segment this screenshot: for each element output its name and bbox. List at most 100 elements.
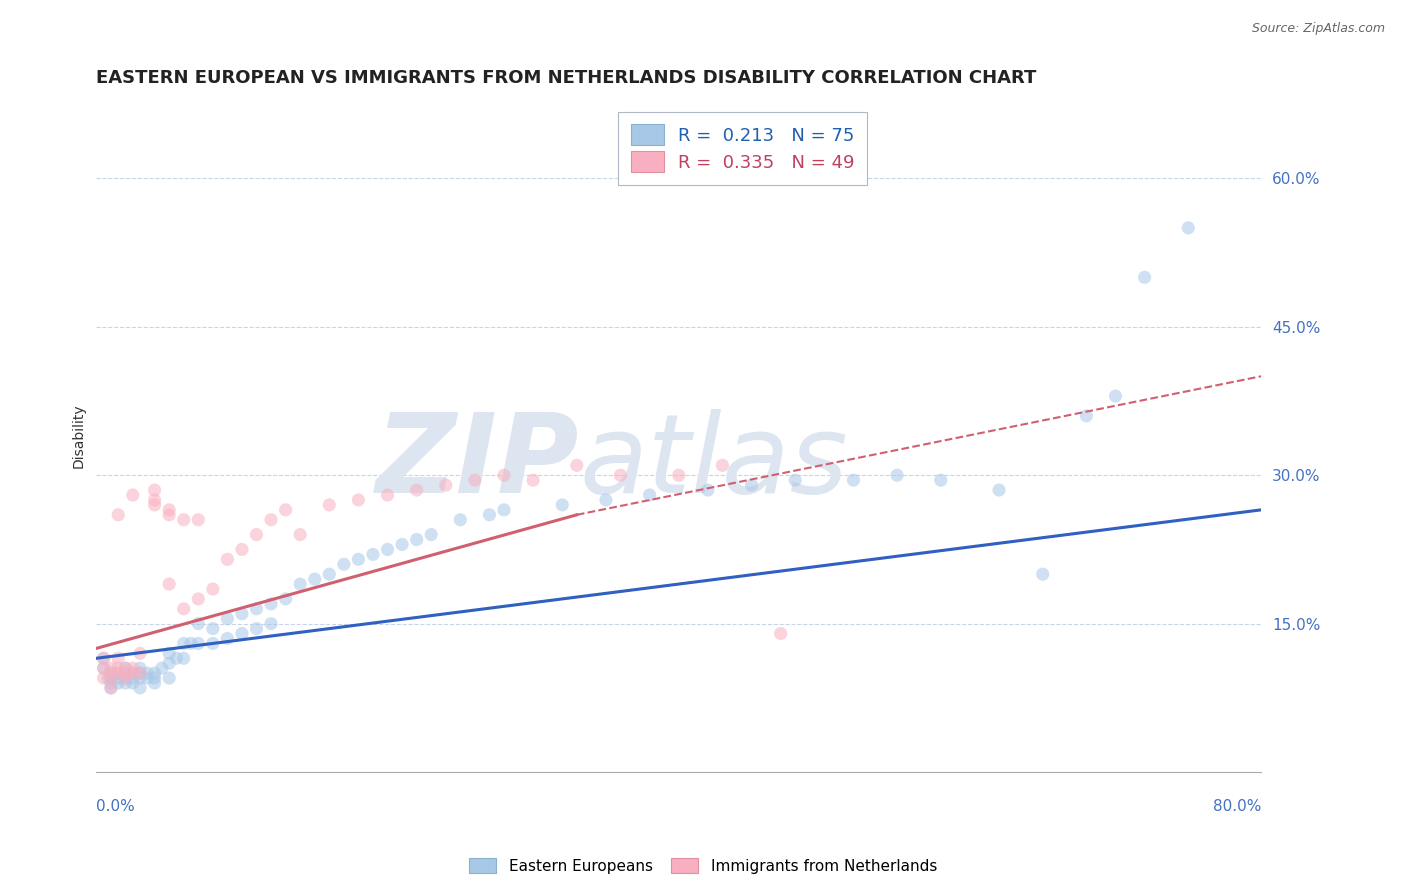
- Point: [609, 468, 631, 483]
- Point: [107, 508, 129, 522]
- Point: [129, 666, 152, 681]
- Point: [100, 676, 122, 690]
- Point: [93, 661, 115, 675]
- Point: [231, 626, 253, 640]
- Point: [522, 473, 544, 487]
- Point: [121, 661, 143, 675]
- Point: [988, 483, 1011, 497]
- Point: [551, 498, 574, 512]
- Text: Source: ZipAtlas.com: Source: ZipAtlas.com: [1251, 22, 1385, 36]
- Point: [100, 671, 122, 685]
- Point: [114, 671, 136, 685]
- Point: [785, 473, 807, 487]
- Point: [245, 622, 267, 636]
- Point: [565, 458, 588, 473]
- Point: [114, 676, 136, 690]
- Point: [449, 513, 471, 527]
- Point: [100, 661, 122, 675]
- Point: [711, 458, 734, 473]
- Point: [100, 666, 122, 681]
- Text: 80.0%: 80.0%: [1213, 799, 1261, 814]
- Point: [245, 527, 267, 541]
- Point: [173, 636, 195, 650]
- Point: [245, 602, 267, 616]
- Point: [100, 681, 122, 695]
- Point: [929, 473, 952, 487]
- Point: [93, 651, 115, 665]
- Point: [260, 597, 283, 611]
- Point: [157, 577, 180, 591]
- Point: [201, 636, 224, 650]
- Point: [173, 602, 195, 616]
- Point: [886, 468, 908, 483]
- Point: [187, 513, 209, 527]
- Point: [173, 651, 195, 665]
- Point: [107, 676, 129, 690]
- Point: [274, 503, 297, 517]
- Point: [1133, 270, 1156, 285]
- Point: [150, 661, 173, 675]
- Point: [143, 498, 166, 512]
- Point: [129, 661, 152, 675]
- Text: 0.0%: 0.0%: [97, 799, 135, 814]
- Point: [136, 671, 159, 685]
- Point: [97, 671, 120, 685]
- Point: [157, 646, 180, 660]
- Point: [129, 666, 152, 681]
- Point: [391, 537, 413, 551]
- Legend: R =  0.213   N = 75, R =  0.335   N = 49: R = 0.213 N = 75, R = 0.335 N = 49: [619, 112, 868, 185]
- Point: [288, 527, 311, 541]
- Point: [114, 661, 136, 675]
- Point: [288, 577, 311, 591]
- Point: [121, 676, 143, 690]
- Point: [129, 646, 152, 660]
- Point: [121, 488, 143, 502]
- Point: [741, 478, 763, 492]
- Point: [93, 661, 115, 675]
- Point: [769, 626, 792, 640]
- Point: [129, 671, 152, 685]
- Point: [93, 671, 115, 685]
- Point: [405, 533, 427, 547]
- Point: [93, 651, 115, 665]
- Point: [260, 513, 283, 527]
- Point: [347, 492, 370, 507]
- Point: [136, 666, 159, 681]
- Point: [187, 591, 209, 606]
- Point: [121, 671, 143, 685]
- Point: [1177, 220, 1199, 235]
- Point: [114, 661, 136, 675]
- Point: [107, 661, 129, 675]
- Point: [173, 513, 195, 527]
- Point: [107, 671, 129, 685]
- Point: [100, 681, 122, 695]
- Point: [157, 508, 180, 522]
- Point: [464, 473, 486, 487]
- Point: [217, 552, 239, 566]
- Point: [217, 612, 239, 626]
- Point: [201, 582, 224, 596]
- Point: [377, 488, 399, 502]
- Point: [165, 651, 187, 665]
- Point: [114, 666, 136, 681]
- Point: [696, 483, 718, 497]
- Point: [107, 651, 129, 665]
- Point: [377, 542, 399, 557]
- Point: [492, 503, 515, 517]
- Point: [231, 607, 253, 621]
- Point: [1104, 389, 1126, 403]
- Point: [595, 492, 617, 507]
- Point: [157, 671, 180, 685]
- Point: [187, 636, 209, 650]
- Point: [361, 548, 384, 562]
- Point: [114, 671, 136, 685]
- Point: [231, 542, 253, 557]
- Point: [114, 666, 136, 681]
- Point: [434, 478, 457, 492]
- Point: [333, 558, 356, 572]
- Point: [143, 483, 166, 497]
- Point: [318, 567, 340, 582]
- Point: [143, 666, 166, 681]
- Text: EASTERN EUROPEAN VS IMMIGRANTS FROM NETHERLANDS DISABILITY CORRELATION CHART: EASTERN EUROPEAN VS IMMIGRANTS FROM NETH…: [97, 69, 1036, 87]
- Text: atlas: atlas: [579, 409, 848, 516]
